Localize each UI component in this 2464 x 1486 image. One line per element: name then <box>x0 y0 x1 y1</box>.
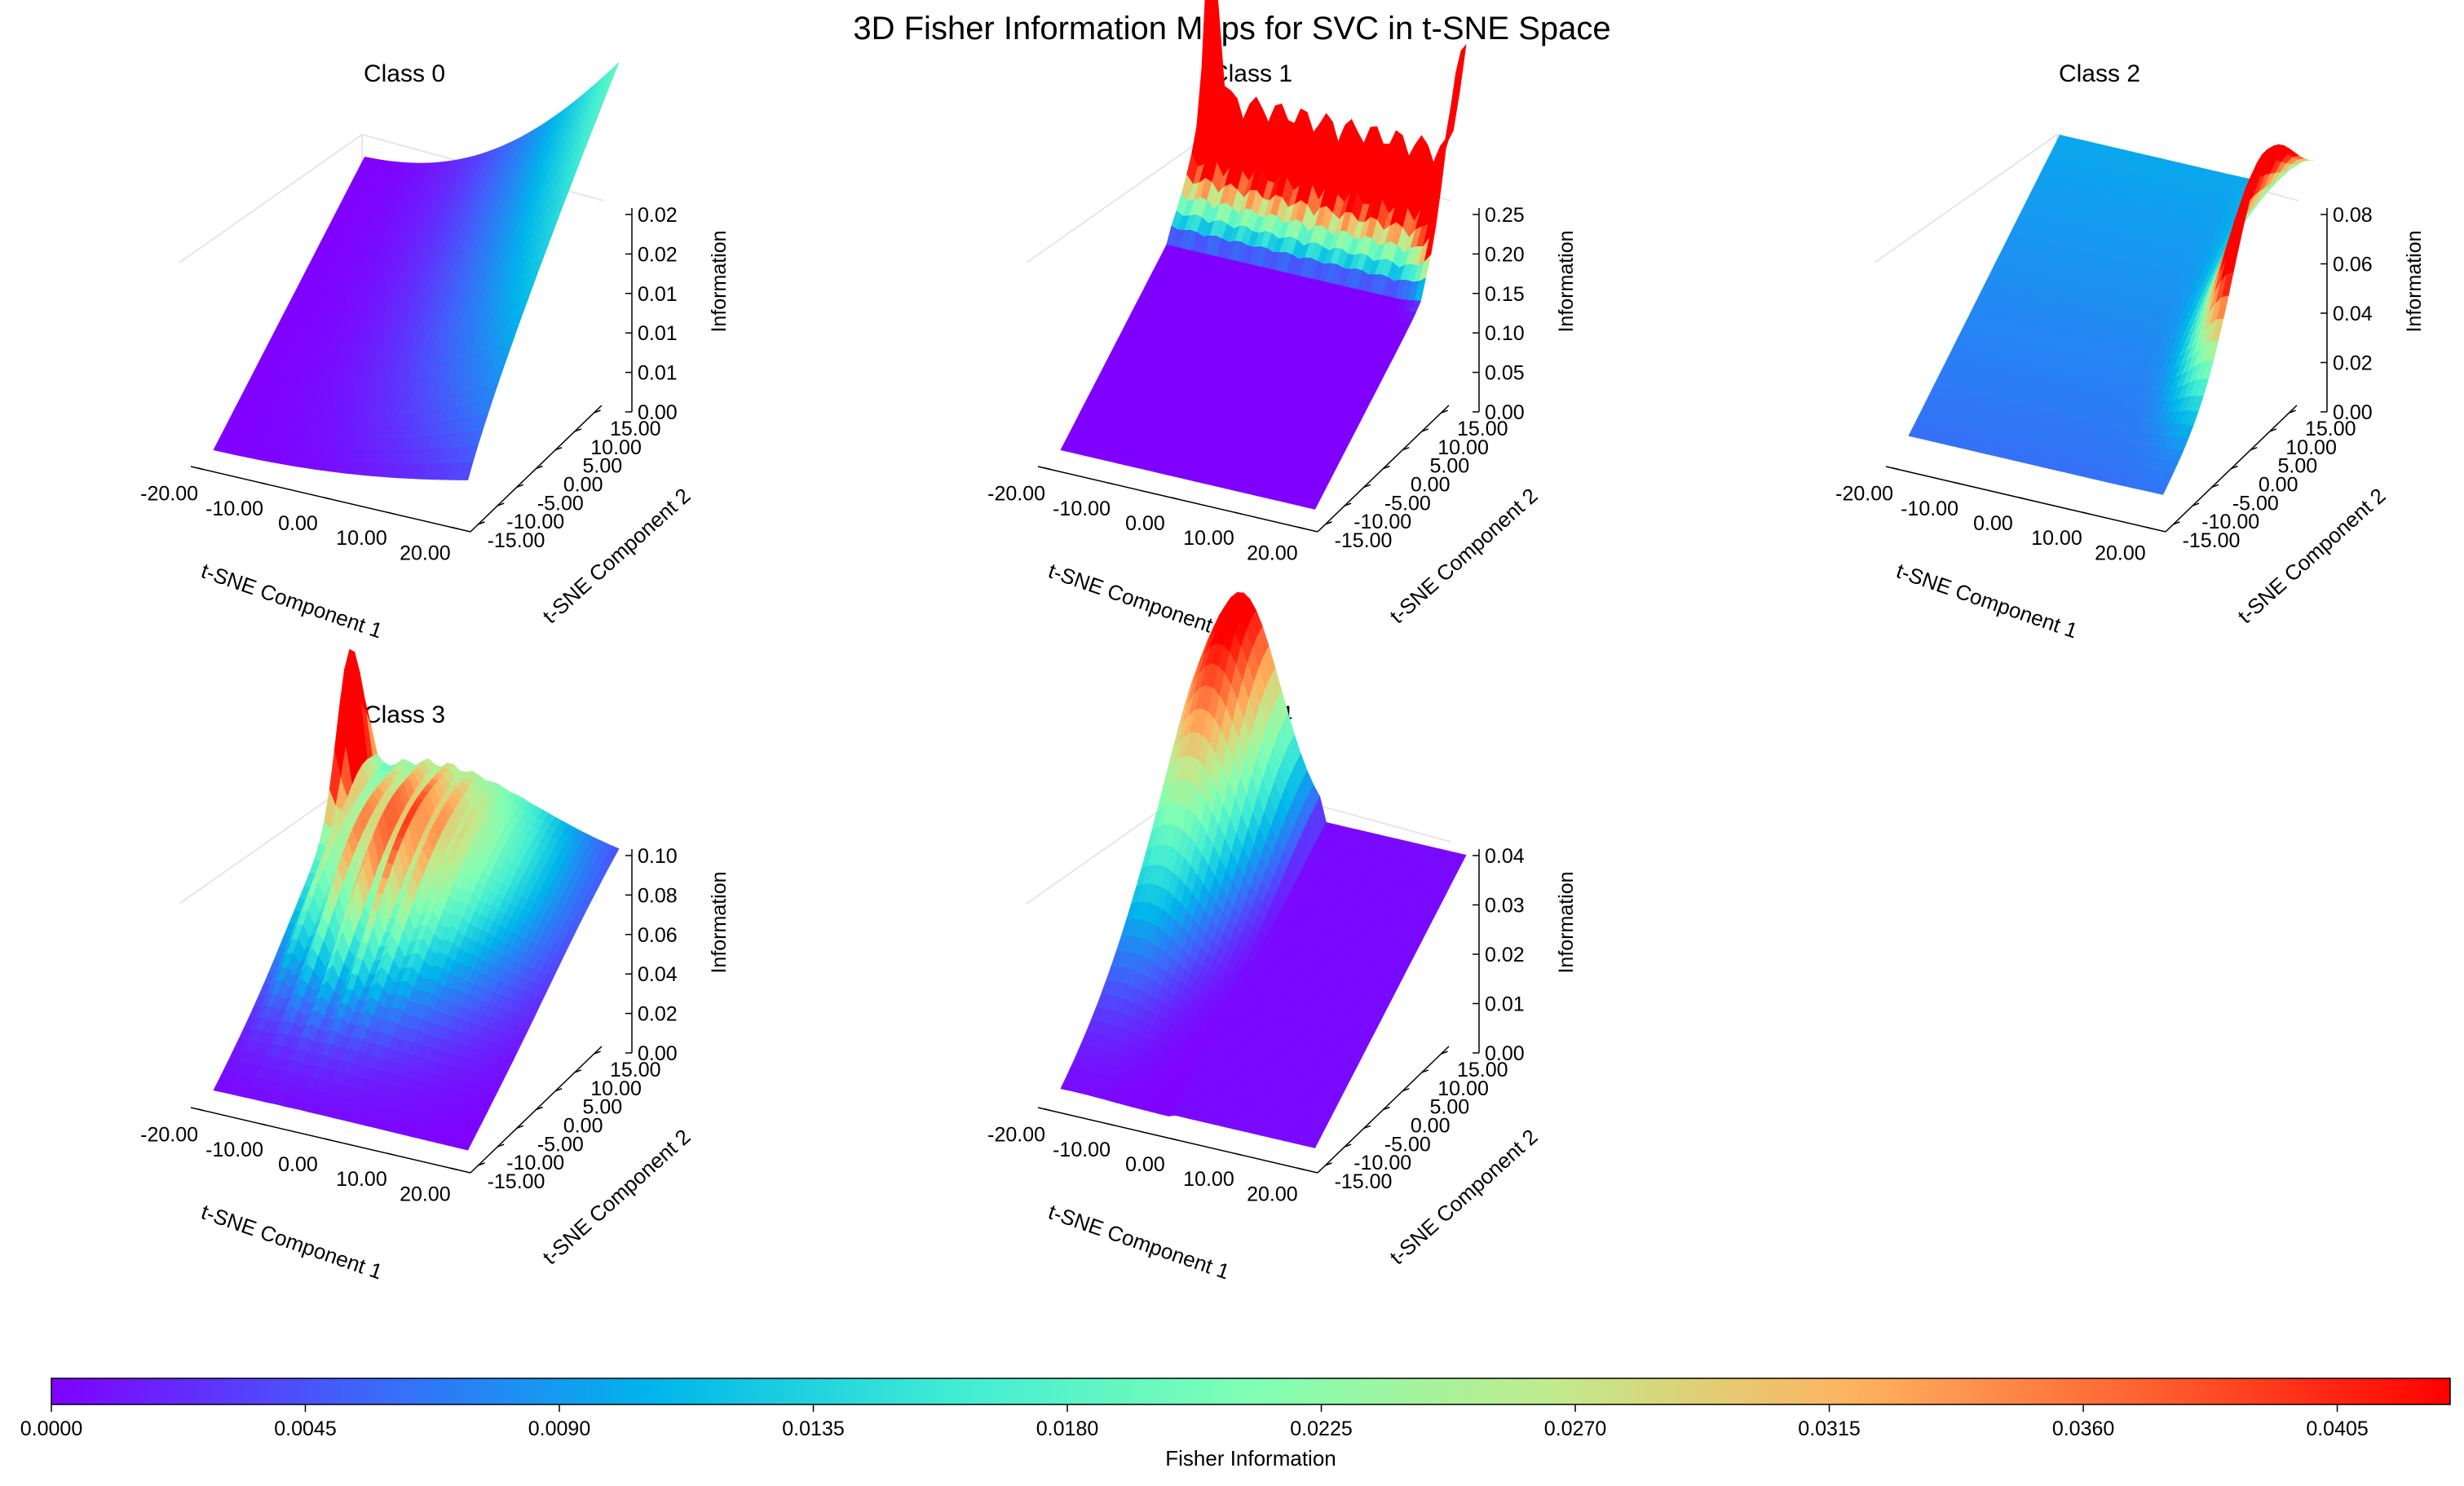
z-tick-label: 0.01 <box>638 362 678 385</box>
x-tick-label: 0.00 <box>278 1153 318 1176</box>
panel-class-4: Class 4-20.00-10.000.0010.0020.00-15.00-… <box>987 591 1578 1285</box>
z-tick-label: 0.02 <box>2333 352 2373 375</box>
figure-title: 3D Fisher Information Maps for SVC in t-… <box>853 11 1610 46</box>
x-tick <box>387 511 395 515</box>
x-tick <box>2019 497 2026 500</box>
panel-title: Class 3 <box>364 701 445 728</box>
panel-class-1: Class 1-20.00-10.000.0010.0020.00-15.00-… <box>987 0 1578 643</box>
x-axis-label: t-SNE Component 1 <box>1045 558 1233 643</box>
x-tick <box>451 526 458 530</box>
z-axis-label: Information <box>2403 230 2426 332</box>
surface-facet <box>1439 106 1451 177</box>
z-tick-label: 0.08 <box>2333 204 2373 227</box>
panel-class-3: Class 3-20.00-10.000.0010.0020.00-15.00-… <box>140 648 731 1285</box>
x-tick-label: 10.00 <box>2031 527 2082 550</box>
x-tick <box>1298 526 1305 530</box>
pane-edge <box>179 134 363 263</box>
x-axis-label: t-SNE Component 1 <box>1893 558 2081 643</box>
z-axis-label: Information <box>708 230 731 332</box>
surface-2 <box>1908 135 2315 495</box>
x-tick <box>1892 467 1899 471</box>
x-tick-label: -10.00 <box>205 498 263 520</box>
z-tick-label: 0.05 <box>1485 362 1525 385</box>
panel-class-2: Class 2-20.00-10.000.0010.0020.00-15.00-… <box>1835 60 2426 643</box>
x-tick-label: -20.00 <box>1835 483 1893 506</box>
z-tick-label: 0.15 <box>1485 283 1525 306</box>
z-tick-label: 0.04 <box>2333 303 2373 325</box>
z-tick-label: 0.00 <box>638 1042 678 1065</box>
x-tick <box>260 1123 267 1126</box>
x-axis-label: t-SNE Component 1 <box>198 1199 386 1284</box>
x-tick-label: -20.00 <box>987 483 1045 506</box>
z-axis-label: Information <box>1555 230 1578 332</box>
z-tick-label: 0.02 <box>638 204 678 227</box>
z-tick-label: 0.10 <box>638 845 678 868</box>
x-tick-label: 10.00 <box>336 1168 387 1191</box>
x-tick <box>324 497 331 500</box>
z-tick-label: 0.10 <box>1485 322 1525 345</box>
x-tick <box>1234 511 1242 515</box>
z-axis-label: Information <box>708 871 731 973</box>
z-tick-label: 0.06 <box>2333 254 2373 276</box>
z-tick-label: 0.01 <box>638 283 678 306</box>
z-tick-label: 0.02 <box>638 1003 678 1026</box>
x-tick-label: 0.00 <box>1125 512 1165 535</box>
z-tick-label: 0.00 <box>638 401 678 424</box>
x-tick <box>451 1167 458 1171</box>
z-tick-label: 0.04 <box>638 963 678 986</box>
x-tick <box>1955 482 1963 485</box>
x-tick-label: 10.00 <box>1183 527 1234 550</box>
x-tick <box>260 482 267 485</box>
x-tick-label: -20.00 <box>140 1124 198 1147</box>
x-tick <box>2082 511 2090 515</box>
x-tick-label: 20.00 <box>1247 542 1298 564</box>
z-tick-label: 0.01 <box>638 322 678 345</box>
z-tick-label: 0.25 <box>1485 204 1525 227</box>
z-tick-label: 0.06 <box>638 924 678 947</box>
x-tick-label: -10.00 <box>1053 498 1111 520</box>
x-tick <box>197 467 204 471</box>
x-tick <box>387 1152 395 1156</box>
x-tick-label: -10.00 <box>1901 498 1958 520</box>
surface-4 <box>1060 591 1467 1148</box>
x-tick <box>2146 526 2153 530</box>
x-tick-label: 20.00 <box>400 542 451 564</box>
panel-class-0: Class 0-20.00-10.000.0010.0020.00-15.00-… <box>140 60 731 643</box>
z-tick-label: 0.08 <box>638 884 678 907</box>
z-tick-label: 0.02 <box>638 243 678 266</box>
x-tick <box>197 1108 204 1112</box>
x-tick-label: 0.00 <box>278 512 318 535</box>
x-tick-label: 20.00 <box>400 1183 451 1205</box>
x-tick-label: 20.00 <box>2095 542 2146 564</box>
x-tick-label: 0.00 <box>1973 512 2013 535</box>
z-tick-label: 0.20 <box>1485 243 1525 266</box>
x-tick-label: -20.00 <box>140 483 198 506</box>
z-tick-label: 0.00 <box>1485 401 1525 424</box>
z-tick-label: 0.00 <box>2333 401 2373 424</box>
x-tick <box>324 1138 331 1141</box>
x-tick-label: 10.00 <box>336 527 387 550</box>
x-tick-label: -10.00 <box>205 1139 263 1161</box>
x-tick <box>1171 497 1178 500</box>
x-axis-label: t-SNE Component 1 <box>198 558 386 643</box>
panel-title: Class 0 <box>364 60 445 87</box>
surface-0 <box>213 62 620 480</box>
x-tick <box>1044 467 1051 471</box>
panel-title: Class 2 <box>2059 60 2140 87</box>
x-tick <box>1107 482 1115 485</box>
